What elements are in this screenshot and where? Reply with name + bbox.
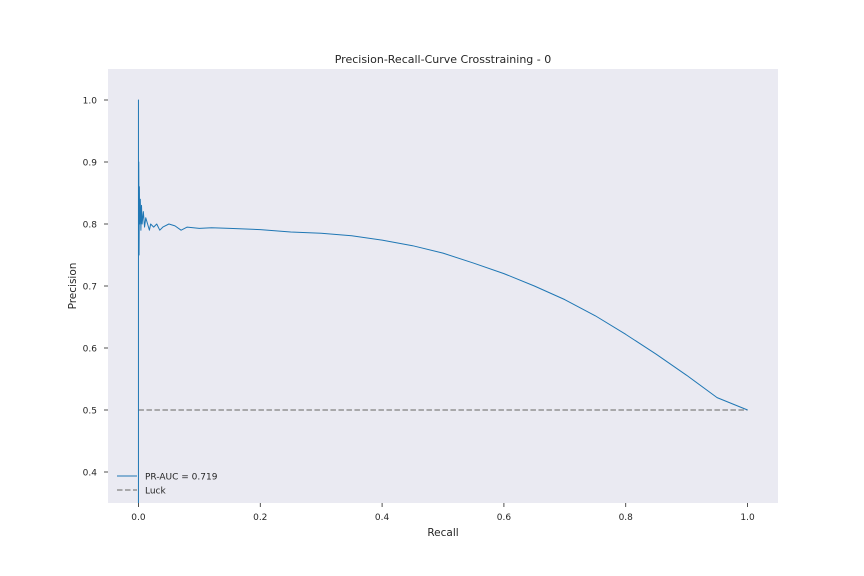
x-axis-label: Recall <box>427 527 458 539</box>
plot-area <box>108 69 778 503</box>
legend-label: Luck <box>145 487 167 497</box>
y-tick-label: 0.6 <box>83 345 98 355</box>
y-tick-label: 0.4 <box>83 469 98 479</box>
y-axis-label: Precision <box>67 263 79 310</box>
x-axis-ticks: 0.0 0.2 0.4 0.6 0.8 1.0 <box>131 503 755 523</box>
x-tick-label: 0.4 <box>375 513 390 523</box>
pr-curve-line <box>137 99 748 503</box>
legend-label: PR-AUC = 0.719 <box>145 473 218 483</box>
x-tick-label: 1.0 <box>740 513 755 523</box>
chart-title: Precision-Recall-Curve Crosstraining - 0 <box>335 53 552 66</box>
y-tick-label: 0.8 <box>83 221 98 231</box>
series-layer <box>137 99 748 503</box>
x-tick-label: 0.8 <box>619 513 634 523</box>
x-tick-label: 0.0 <box>131 513 146 523</box>
y-axis-ticks: 0.4 0.5 0.6 0.7 0.8 0.9 1.0 <box>83 97 108 479</box>
legend: PR-AUC = 0.719 Luck <box>117 473 218 497</box>
x-tick-label: 0.2 <box>253 513 267 523</box>
x-tick-label: 0.6 <box>497 513 512 523</box>
y-tick-label: 0.9 <box>83 159 98 169</box>
y-tick-label: 0.5 <box>83 407 97 417</box>
y-tick-label: 1.0 <box>83 97 98 107</box>
y-tick-label: 0.7 <box>83 283 97 293</box>
